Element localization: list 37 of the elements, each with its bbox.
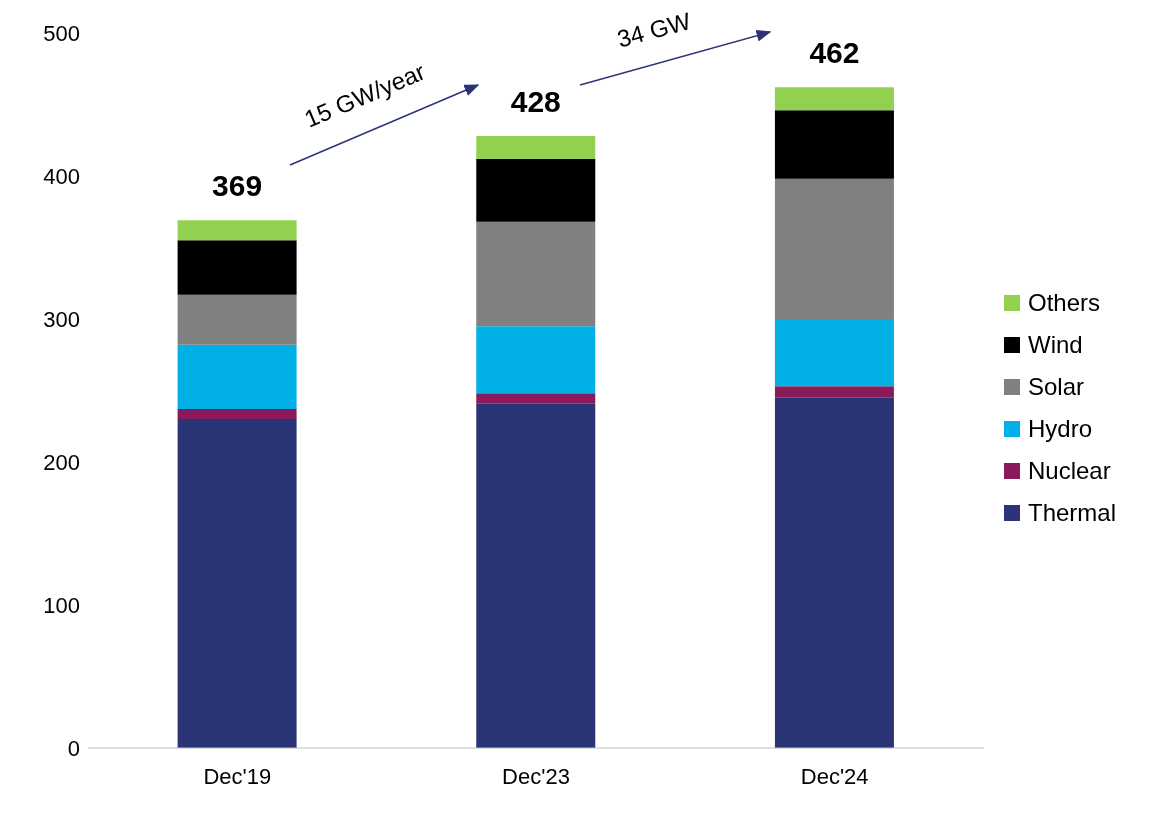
bar [177,294,297,345]
legend-label: Wind [1028,331,1083,359]
bar [774,110,894,179]
bar [774,397,894,748]
bar [476,326,596,394]
bar [177,240,297,295]
x-tick-label: Dec'23 [502,763,570,789]
x-tick-label: Dec'24 [800,763,869,789]
total-label: 369 [212,169,263,203]
legend-label: Hydro [1028,415,1093,443]
legend-label: Nuclear [1028,457,1111,485]
legend-label: Thermal [1028,499,1117,527]
y-tick-label: 400 [43,163,80,189]
bar [774,386,894,398]
bar [177,344,297,410]
bar [476,221,596,327]
bar [177,220,297,241]
annotation: 34 GW [614,7,694,53]
x-tick-label: Dec'19 [203,763,272,789]
bar [476,135,596,159]
total-label: 428 [510,84,561,118]
y-tick-label: 200 [43,449,80,475]
bar [476,403,596,748]
y-tick-label: 500 [43,20,80,46]
y-tick-label: 0 [67,735,80,761]
bar [774,319,894,387]
bar [774,178,894,319]
legend-label: Others [1028,289,1101,317]
bar [177,409,297,420]
y-tick-label: 100 [43,592,80,618]
y-tick-label: 300 [43,306,80,332]
total-label: 462 [809,36,860,70]
bar [774,87,894,111]
bar [177,419,297,748]
legend-label: Solar [1028,373,1085,401]
bar [476,158,596,222]
bar [476,393,596,404]
